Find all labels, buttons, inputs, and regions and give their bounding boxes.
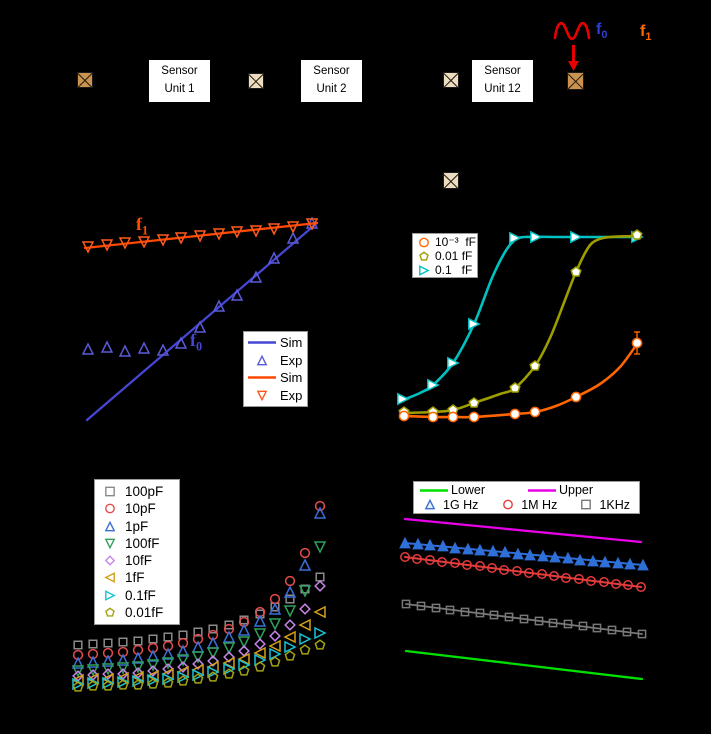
sensor-unit-2-line2: Unit 2: [316, 83, 347, 95]
sensor-unit-12-box: Sensor Unit 12: [471, 59, 534, 103]
excitation-f0-label: f0: [596, 21, 608, 42]
legend-label: Sim: [280, 370, 303, 386]
panel-c-legend: 10⁻³ fF 0.01 fF 0.1 fF: [412, 233, 478, 278]
readout-node-icon: [443, 172, 459, 189]
upper-line-icon: [525, 484, 559, 497]
legend-entry: 1pF: [95, 519, 179, 534]
legend-entry: Lower: [417, 483, 525, 497]
legend-entry: Exp: [244, 353, 307, 368]
pentagon-marker-icon: [95, 606, 125, 619]
legend-label: 10pF: [125, 501, 156, 517]
sensor-unit-1-box: Sensor Unit 1: [148, 59, 211, 103]
legend-label: 0.01fF: [125, 604, 164, 620]
triangle-right-icon: [95, 589, 125, 602]
circle-marker-icon: [95, 502, 125, 515]
sim-line-icon: [244, 371, 280, 384]
legend-entry: 0.01 fF: [413, 249, 477, 263]
panel-b-legend: Sim Exp Sim Exp: [243, 331, 308, 407]
legend-entry: 1G Hz: [417, 498, 495, 512]
legend-label: 10⁻³ fF: [435, 235, 477, 249]
pentagon-marker-icon: [413, 250, 435, 263]
legend-label: 1fF: [125, 570, 145, 586]
legend-label: Sim: [280, 335, 303, 351]
sensor-unit-1-line1: Sensor: [161, 65, 198, 78]
legend-entry: 100pF: [95, 484, 179, 499]
square-marker-icon: [573, 498, 599, 511]
legend-label: 0.1 fF: [435, 263, 473, 277]
legend-entry: 1M Hz: [495, 498, 573, 512]
legend-label: 1M Hz: [521, 497, 558, 512]
sensor-unit-2-box: Sensor Unit 2: [300, 59, 363, 103]
lower-line-icon: [417, 484, 451, 497]
legend-entry: 0.1fF: [95, 588, 179, 603]
legend-entry: 10pF: [95, 501, 179, 516]
legend-entry: 0.01fF: [95, 605, 179, 620]
legend-entry: Sim: [244, 335, 307, 350]
circle-marker-icon: [413, 236, 435, 249]
legend-entry: 100fF: [95, 536, 179, 551]
legend-entry: 10fF: [95, 553, 179, 568]
legend-row: Lower Upper: [417, 483, 636, 497]
excitation-node-icon: [567, 72, 584, 90]
square-marker-icon: [95, 485, 125, 498]
coupler-node-icon: [443, 72, 459, 88]
sensor-unit-1-line2: Unit 1: [164, 83, 195, 95]
sensor-unit-2-line1: Sensor: [313, 65, 350, 78]
triangle-down-icon: [95, 537, 125, 550]
panel-b-f1-annotation: f1: [136, 214, 149, 238]
triangle-up-icon: [417, 498, 443, 511]
sensor-unit-12-line2: Unit 12: [484, 83, 521, 95]
sensor-unit-12-line1: Sensor: [484, 65, 521, 78]
legend-entry: 10⁻³ fF: [413, 235, 477, 249]
circle-marker-icon: [495, 498, 521, 511]
legend-entry: 1fF: [95, 570, 179, 585]
legend-label: 1KHz: [599, 497, 631, 512]
panel-b-f0-annotation: f0: [190, 330, 203, 354]
legend-label: 1G Hz: [443, 497, 479, 512]
legend-entry: Exp: [244, 388, 307, 403]
legend-label: Exp: [280, 352, 303, 368]
coupler-node-icon: [77, 72, 93, 88]
legend-label: 0.01 fF: [435, 249, 473, 263]
legend-entry: Sim: [244, 370, 307, 385]
legend-label: Upper: [559, 483, 594, 498]
legend-label: Lower: [451, 483, 486, 498]
triangle-up-icon: [95, 520, 125, 533]
excitation-wave-icon: [553, 21, 591, 71]
triangle-right-icon: [413, 264, 435, 277]
legend-label: 100fF: [125, 535, 160, 551]
sim-line-icon: [244, 336, 280, 349]
legend-entry: Upper: [525, 483, 633, 497]
legend-label: 100pF: [125, 484, 164, 500]
legend-row: 1G Hz 1M Hz 1KHz: [417, 498, 636, 512]
legend-label: 1pF: [125, 518, 149, 534]
panel-e-legend: Lower Upper 1G Hz 1M Hz 1KHz: [413, 481, 640, 514]
legend-label: Exp: [280, 387, 303, 403]
legend-entry: 0.1 fF: [413, 263, 477, 277]
triangle-down-icon: [244, 389, 280, 402]
legend-label: 0.1fF: [125, 587, 156, 603]
panel-d-legend: 100pF 10pF 1pF 100fF 10fF 1fF 0.1fF 0.01…: [94, 479, 180, 625]
triangle-up-icon: [244, 354, 280, 367]
coupler-node-icon: [248, 73, 264, 89]
legend-label: 10fF: [125, 553, 153, 569]
excitation-f1-label: f1: [640, 23, 652, 44]
legend-entry: 1KHz: [573, 498, 636, 512]
triangle-left-icon: [95, 571, 125, 584]
diamond-marker-icon: [95, 554, 125, 567]
